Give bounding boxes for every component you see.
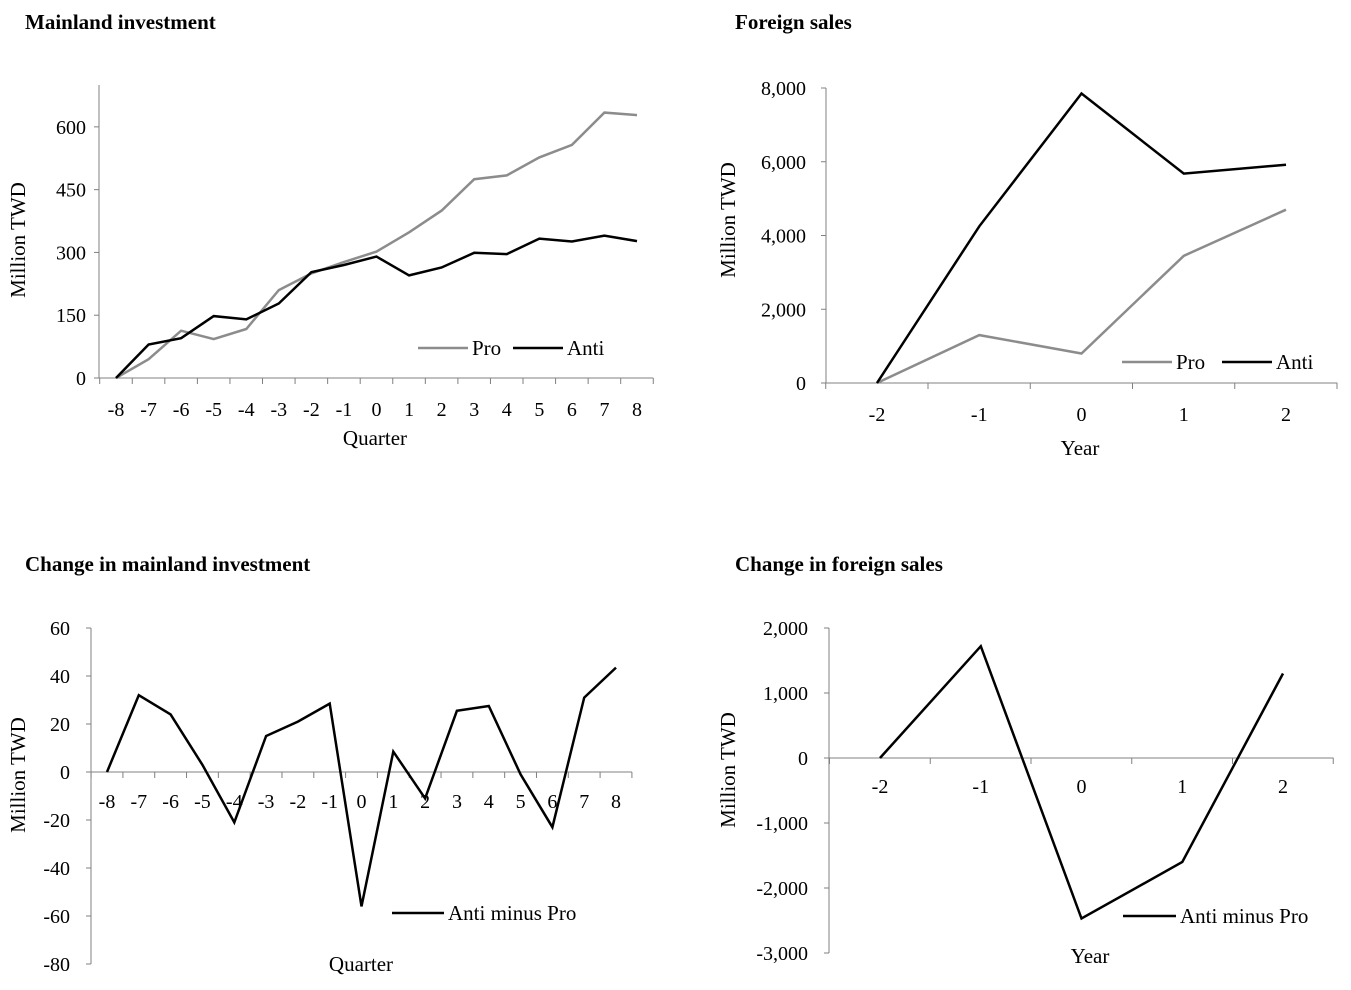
y-tick-label: 0 [60,762,70,784]
x-tick-label: 8 [611,791,621,813]
chart-title-mainland-investment: Mainland investment [25,10,216,34]
y-tick-label: 0 [798,748,808,770]
x-tick-label: -1 [321,791,338,813]
legend-entry: Anti minus Pro [448,901,576,925]
x-tick-label: -4 [238,399,255,421]
x-tick-label: 3 [469,399,479,421]
x-tick-label: 5 [516,791,526,813]
x-tick-label: -1 [971,404,988,426]
series-line-pro [115,111,638,380]
y-tick-label: 1,000 [763,683,808,705]
x-tick-label: 2 [1281,404,1291,426]
legend-entry: Pro [1176,350,1205,374]
x-tick-label: -7 [130,791,147,813]
y-axis-label: Million TWD [6,182,30,298]
y-axis-label: Million TWD [6,717,30,833]
x-tick-label: 4 [484,791,494,813]
y-tick-label: 0 [796,373,806,395]
x-axis-label: Quarter [343,426,407,450]
x-tick-label: 7 [579,791,589,813]
y-tick-label: -60 [43,906,70,928]
x-axis-label: Year [1061,436,1100,460]
x-tick-label: 3 [452,791,462,813]
x-tick-label: -1 [336,399,353,421]
x-tick-label: 8 [632,399,642,421]
x-axis-label: Quarter [329,952,393,976]
x-tick-label: 5 [534,399,544,421]
legend-entry: Anti [567,336,605,360]
x-tick-label: -5 [194,791,211,813]
x-tick-label: -3 [270,399,287,421]
legend-entry: Pro [472,336,501,360]
y-tick-label: 8,000 [761,78,806,100]
x-tick-label: 4 [502,399,512,421]
x-tick-label: -4 [226,791,243,813]
legend-entry: Anti minus Pro [1180,904,1308,928]
y-tick-label: -40 [43,858,70,880]
y-tick-label: 300 [56,242,86,264]
y-axis-label: Million TWD [716,712,740,828]
y-tick-label: -80 [43,954,70,976]
x-tick-label: -3 [258,791,275,813]
y-tick-label: 150 [56,305,86,327]
x-tick-label: 2 [420,791,430,813]
x-tick-label: -8 [108,399,125,421]
x-tick-label: -1 [972,776,989,798]
x-tick-label: -6 [173,399,190,421]
y-tick-label: 6,000 [761,152,806,174]
x-tick-label: 6 [547,791,557,813]
chart-title-foreign-sales: Foreign sales [735,10,852,34]
x-tick-label: -2 [869,404,886,426]
x-tick-label: 0 [357,791,367,813]
x-tick-label: 0 [1077,776,1087,798]
y-tick-label: 2,000 [761,299,806,321]
y-tick-label: -20 [43,810,70,832]
x-tick-label: 0 [1077,404,1087,426]
x-axis-label: Year [1071,944,1110,968]
x-tick-label: 2 [437,399,447,421]
y-tick-label: 450 [56,180,86,202]
legend-entry: Anti [1276,350,1314,374]
x-tick-label: 6 [567,399,577,421]
x-tick-label: -6 [162,791,179,813]
x-tick-label: 0 [372,399,382,421]
x-tick-label: 1 [1179,404,1189,426]
y-tick-label: -1,000 [756,813,808,835]
x-tick-label: -8 [99,791,116,813]
y-tick-label: 40 [50,666,70,688]
y-tick-label: 0 [76,368,86,390]
y-tick-label: 60 [50,618,70,640]
y-tick-label: 20 [50,714,70,736]
x-tick-label: -2 [303,399,320,421]
x-tick-label: -5 [205,399,222,421]
chart-title-change-mainland-investment: Change in mainland investment [25,552,311,576]
series-line-anti [115,234,638,379]
series-line-anti-minus-pro [105,666,617,907]
chart-title-change-foreign-sales: Change in foreign sales [735,552,943,576]
y-tick-label: -2,000 [756,878,808,900]
x-tick-label: 7 [599,399,609,421]
y-axis-label: Million TWD [716,162,740,278]
y-tick-label: -3,000 [756,943,808,965]
x-tick-label: -2 [290,791,307,813]
x-tick-label: 1 [404,399,414,421]
x-tick-label: 2 [1278,776,1288,798]
y-tick-label: 600 [56,117,86,139]
x-tick-label: -7 [140,399,157,421]
y-tick-label: 2,000 [763,618,808,640]
x-tick-label: -2 [872,776,889,798]
y-tick-label: 4,000 [761,226,806,248]
x-tick-label: 1 [388,791,398,813]
x-tick-label: 1 [1177,776,1187,798]
series-line-pro [876,208,1287,385]
